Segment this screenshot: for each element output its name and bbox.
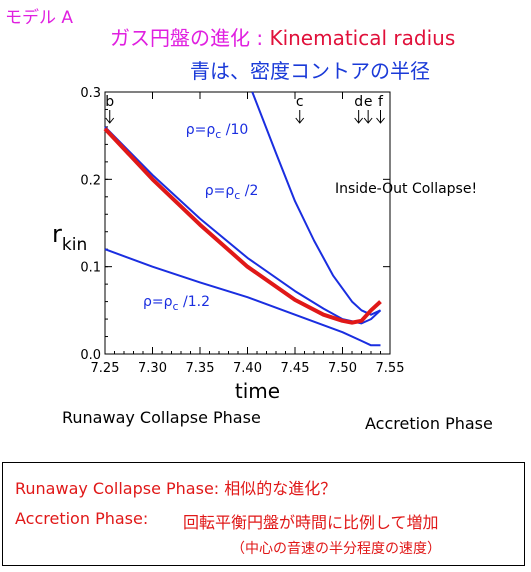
y-tick-label: 0.0 <box>80 348 101 363</box>
series-line <box>104 248 381 347</box>
x-tick-label: 7.50 <box>328 361 357 376</box>
note-runaway: Runaway Collapse Phase: 相似的な進化？ <box>15 475 336 499</box>
marker-arrow <box>354 110 364 124</box>
x-tick-label: 7.40 <box>233 361 262 376</box>
x-axis-label: time <box>235 379 280 403</box>
marker-label: f <box>378 94 384 110</box>
x-tick-label: 7.45 <box>281 361 310 376</box>
series-line <box>103 127 382 325</box>
marker-arrow <box>295 110 305 124</box>
marker-arrow <box>363 110 373 124</box>
series-line <box>104 126 382 325</box>
chart-subheading: 青は、密度コントアの半径 <box>190 59 430 83</box>
series-layer <box>103 91 382 347</box>
annotation-inside-out: Inside-Out Collapse! <box>335 181 477 197</box>
marker-arrow <box>376 110 385 124</box>
series-label: ρ=ρc /10 <box>186 122 249 141</box>
x-tick-label: 7.35 <box>186 361 215 376</box>
y-tick-label: 0.2 <box>80 173 101 188</box>
heading-en: Kinematical radius <box>269 26 456 50</box>
marker-label: d <box>354 94 363 110</box>
heading-jp: ガス円盤の進化 : <box>110 26 270 50</box>
notes-box: Runaway Collapse Phase: 相似的な進化？ Accretio… <box>2 462 525 566</box>
marker-arrow <box>105 110 115 124</box>
note-accretion: Accretion Phase: 回転平衡円盤が時間に比例して増加 <box>15 509 439 532</box>
x-tick-label: 7.25 <box>91 361 120 376</box>
y-tick-label: 0.3 <box>80 86 101 101</box>
model-label: モデル A <box>5 8 74 28</box>
marker-label: c <box>296 94 304 110</box>
label-layer: b c d e f ρ=ρc /10 ρ=ρc /2 ρ=ρc /1.2 Inside-Out … <box>105 94 477 313</box>
x-tick-label: 7.30 <box>138 361 167 376</box>
note-runaway-value: 相似的な進化？ <box>224 479 337 498</box>
note-accretion-detail: （中心の音速の半分程度の速度） <box>231 541 441 557</box>
note-runaway-label: Runaway Collapse Phase: <box>15 479 225 498</box>
marker-label: e <box>364 94 373 110</box>
x-tick-label: 7.55 <box>376 361 405 376</box>
chart-heading: ガス円盤の進化 : Kinematical radius <box>110 22 455 51</box>
note-accretion-value: 回転平衡円盤が時間に比例して増加 <box>183 513 439 532</box>
note-accretion-label: Accretion Phase: <box>15 509 149 528</box>
y-tick-label: 0.1 <box>80 261 101 276</box>
axes-layer: 7.25 7.30 7.35 7.40 7.45 7.50 7.55 0.0 0.1 0.2 0.3… <box>52 86 404 403</box>
phase-label-accretion: Accretion Phase <box>365 414 493 433</box>
y-axis-label: rkin <box>52 220 87 255</box>
series-label: ρ=ρc /2 <box>205 183 259 202</box>
marker-label: b <box>105 94 114 110</box>
chart-plot: 7.25 7.30 7.35 7.40 7.45 7.50 7.55 0.0 0.1 0.2 0.3… <box>52 86 477 403</box>
phase-label-runaway: Runaway Collapse Phase <box>62 408 261 427</box>
series-label: ρ=ρc /1.2 <box>143 294 210 313</box>
